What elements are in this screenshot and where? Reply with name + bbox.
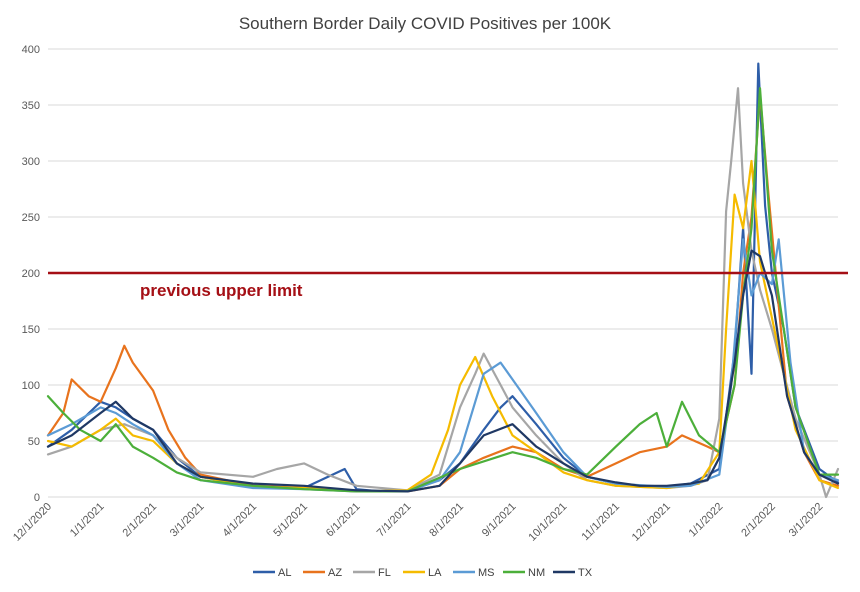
x-tick-label: 5/1/2021 xyxy=(271,501,310,540)
y-tick-label: 0 xyxy=(34,492,40,504)
legend-item-al[interactable]: AL xyxy=(253,567,291,579)
legend-item-ms[interactable]: MS xyxy=(453,567,495,579)
y-axis-ticks: 0 50 100 150 200 250 300 350 400 xyxy=(22,44,40,504)
legend-item-az[interactable]: AZ xyxy=(303,567,342,579)
x-tick-label: 2/1/2022 xyxy=(739,501,778,540)
legend-label: AZ xyxy=(328,567,342,579)
y-tick-label: 100 xyxy=(22,380,40,392)
legend-label: AL xyxy=(278,567,291,579)
x-tick-label: 1/1/2021 xyxy=(68,501,107,540)
x-tick-label: 1/1/2022 xyxy=(687,501,726,540)
y-tick-label: 50 xyxy=(28,436,40,448)
legend-item-la[interactable]: LA xyxy=(403,567,442,579)
legend[interactable]: AL AZ FL LA MS NM TX xyxy=(253,567,593,579)
legend-item-tx[interactable]: TX xyxy=(553,567,593,579)
chart-title: Southern Border Daily COVID Positives pe… xyxy=(239,14,612,33)
legend-label: TX xyxy=(578,567,593,579)
legend-label: MS xyxy=(478,567,495,579)
x-tick-label: 3/1/2022 xyxy=(787,501,826,540)
x-tick-label: 7/1/2021 xyxy=(375,501,414,540)
x-tick-label: 3/1/2021 xyxy=(168,501,207,540)
y-tick-label: 150 xyxy=(22,324,40,336)
legend-label: LA xyxy=(428,567,442,579)
y-tick-label: 350 xyxy=(22,100,40,112)
y-tick-label: 300 xyxy=(22,156,40,168)
y-tick-label: 400 xyxy=(22,44,40,56)
x-tick-label: 8/1/2021 xyxy=(427,501,466,540)
x-tick-label: 6/1/2021 xyxy=(324,501,363,540)
reference-line-group: previous upper limit xyxy=(48,271,848,300)
series-line-la xyxy=(46,159,840,493)
legend-label: NM xyxy=(528,567,545,579)
x-tick-label: 2/1/2021 xyxy=(120,501,159,540)
y-tick-label: 250 xyxy=(22,212,40,224)
x-tick-label: 4/1/2021 xyxy=(220,501,259,540)
series-line-nm xyxy=(46,87,840,493)
series-line-tx xyxy=(46,249,840,493)
reference-line-label: previous upper limit xyxy=(140,281,303,300)
x-axis-ticks: 12/1/2020 1/1/2021 2/1/2021 3/1/2021 4/1/202… xyxy=(11,501,825,544)
series-lines xyxy=(46,62,840,499)
x-tick-label: 11/1/2021 xyxy=(580,501,623,544)
x-tick-label: 10/1/2021 xyxy=(526,501,569,544)
y-tick-label: 200 xyxy=(22,268,40,280)
legend-item-nm[interactable]: NM xyxy=(503,567,545,579)
legend-label: FL xyxy=(378,567,391,579)
x-tick-label: 12/1/2020 xyxy=(11,501,54,544)
series-line-az xyxy=(46,92,840,493)
x-tick-label: 12/1/2021 xyxy=(630,501,673,544)
x-tick-label: 9/1/2021 xyxy=(480,501,519,540)
legend-item-fl[interactable]: FL xyxy=(353,567,391,579)
